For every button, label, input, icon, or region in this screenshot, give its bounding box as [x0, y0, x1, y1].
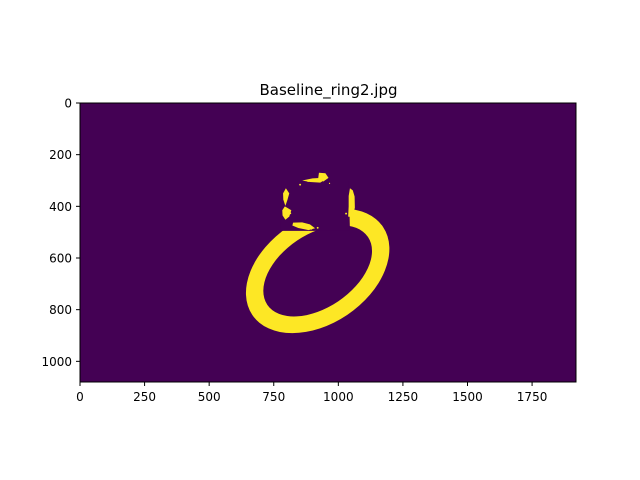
y-tick-label: 1000 — [41, 355, 72, 369]
y-tick-label: 0 — [64, 97, 72, 111]
chart-title: Baseline_ring2.jpg — [260, 81, 398, 100]
mask-speck — [289, 212, 291, 214]
x-tick-label: 500 — [198, 390, 221, 404]
image-heatmap — [80, 103, 576, 382]
x-tick-label: 1000 — [323, 390, 354, 404]
x-tick-label: 750 — [262, 390, 285, 404]
mask-speck — [310, 227, 312, 229]
x-axis: 0 250 500 750 1000 1250 1500 1750 — [76, 382, 547, 404]
ring-gap — [280, 181, 350, 231]
mask-speck — [329, 183, 330, 184]
x-tick-label: 1500 — [452, 390, 483, 404]
y-tick-label: 800 — [49, 303, 72, 317]
image-background — [80, 103, 576, 382]
y-axis: 0 200 400 600 800 1000 — [41, 97, 80, 369]
mask-speck — [345, 213, 347, 215]
x-tick-label: 0 — [76, 390, 84, 404]
y-tick-label: 400 — [49, 200, 72, 214]
x-tick-label: 250 — [133, 390, 156, 404]
mask-speck — [299, 184, 301, 186]
mask-speck — [317, 227, 319, 229]
x-tick-label: 1250 — [388, 390, 419, 404]
x-tick-label: 1750 — [517, 390, 548, 404]
y-tick-label: 600 — [49, 252, 72, 266]
mask-speck — [307, 180, 309, 182]
y-tick-label: 200 — [49, 148, 72, 162]
